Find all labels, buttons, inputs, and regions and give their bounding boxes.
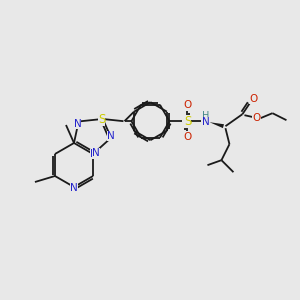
Text: N: N — [74, 119, 81, 130]
Text: O: O — [183, 100, 192, 110]
Text: O: O — [183, 132, 192, 142]
Text: N: N — [90, 149, 98, 159]
Text: N: N — [92, 148, 100, 158]
Text: S: S — [184, 115, 191, 128]
Text: O: O — [252, 113, 261, 123]
Text: N: N — [202, 117, 209, 127]
Text: S: S — [98, 113, 105, 126]
Text: H: H — [202, 111, 209, 121]
Polygon shape — [209, 122, 224, 128]
Text: N: N — [106, 131, 114, 141]
Text: N: N — [70, 183, 78, 193]
Text: O: O — [249, 94, 258, 104]
